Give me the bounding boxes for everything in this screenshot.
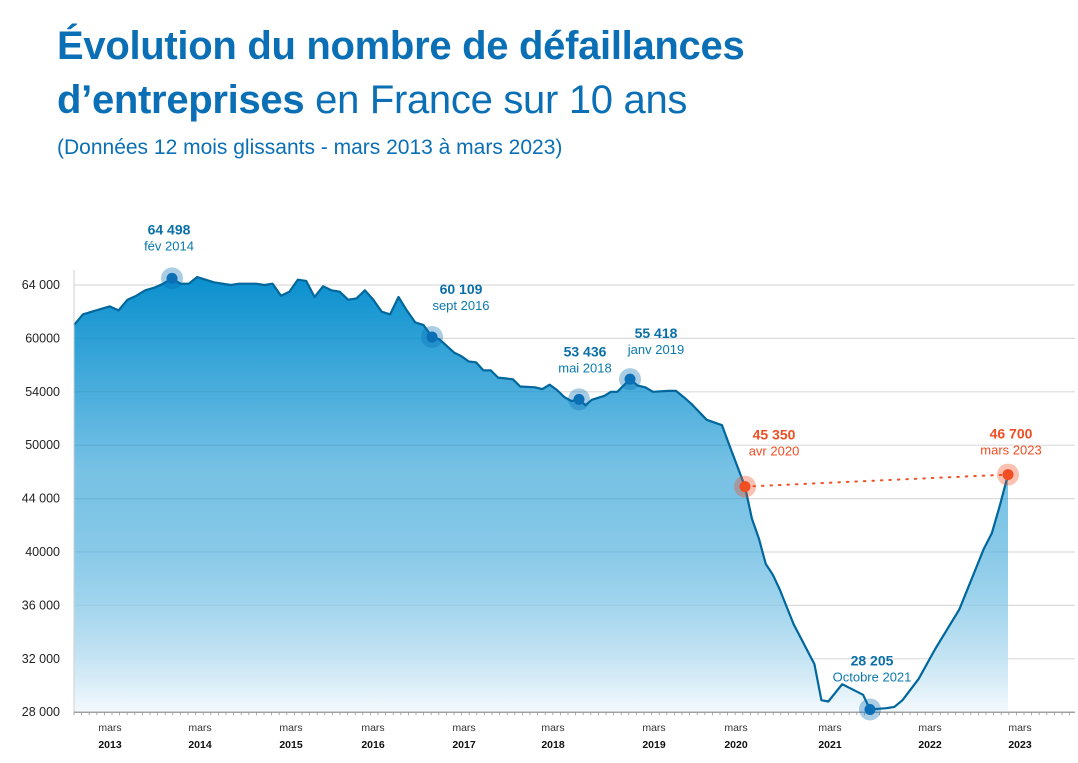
annotation-marker <box>166 272 178 284</box>
x-tick-year: 2015 <box>279 739 303 751</box>
y-tick-label: 36 000 <box>22 598 60 612</box>
y-tick-label: 50000 <box>25 438 60 452</box>
chart-subtitle: (Données 12 mois glissants - mars 2013 à… <box>57 136 563 159</box>
x-tick-month: mars <box>918 722 941 734</box>
series-line <box>73 275 1010 711</box>
y-tick-label: 44 000 <box>22 492 60 506</box>
annotation-value: 53 436 <box>564 343 607 359</box>
x-tick-month: mars <box>452 722 475 734</box>
x-tick-month: mars <box>724 722 747 734</box>
y-tick-label: 54000 <box>25 385 60 399</box>
annotation-value: 45 350 <box>753 427 796 443</box>
y-tick-label: 60000 <box>25 331 60 345</box>
x-tick-month: mars <box>361 722 384 734</box>
x-tick-year: 2022 <box>918 739 942 751</box>
x-tick-year: 2021 <box>818 739 842 751</box>
x-tick-year: 2023 <box>1008 739 1032 751</box>
annotation-value: 28 205 <box>851 652 894 668</box>
annotation-label: Octobre 2021 <box>833 669 912 684</box>
annotation-value: 46 700 <box>990 426 1033 442</box>
x-tick-year: 2019 <box>642 739 666 751</box>
annotation-marker <box>624 373 636 385</box>
x-tick-month: mars <box>818 722 841 734</box>
x-tick-month: mars <box>98 722 121 734</box>
x-tick-month: mars <box>1008 722 1031 734</box>
annotation-value: 64 498 <box>148 221 191 237</box>
x-tick-month: mars <box>279 722 302 734</box>
y-tick-label: 32 000 <box>22 652 60 666</box>
chart-title-line2: d’entreprises en France sur 10 ans <box>57 78 687 123</box>
x-tick-month: mars <box>188 722 211 734</box>
x-tick-year: 2020 <box>724 739 748 751</box>
annotation-marker <box>573 393 585 405</box>
area-fill <box>74 277 1008 713</box>
annotation-marker <box>864 703 876 715</box>
x-tick-year: 2013 <box>98 739 122 751</box>
chart-title-line1: Évolution du nombre de défaillances <box>57 24 745 68</box>
x-tick-year: 2016 <box>361 739 385 751</box>
chart-title-rest: en France sur 10 ans <box>304 78 688 122</box>
comparison-dotted-line <box>744 473 1009 488</box>
x-tick-year: 2014 <box>188 739 212 751</box>
annotation-marker <box>1002 469 1014 481</box>
x-tick-month: mars <box>642 722 665 734</box>
annotation-label: mars 2023 <box>980 443 1041 458</box>
x-tick-year: 2018 <box>541 739 565 751</box>
x-tick-month: mars <box>541 722 564 734</box>
annotation-marker <box>426 331 438 343</box>
annotation-label: sept 2016 <box>432 298 489 313</box>
annotation-value: 60 109 <box>440 281 483 297</box>
annotation-label: janv 2019 <box>627 342 684 357</box>
annotation-label: avr 2020 <box>749 444 800 459</box>
annotation-marker <box>739 481 751 493</box>
y-tick-label: 40000 <box>25 545 60 559</box>
annotation-label: fév 2014 <box>144 238 194 253</box>
annotation-label: mai 2018 <box>558 360 611 375</box>
annotation-value: 55 418 <box>635 325 678 341</box>
y-tick-label: 28 000 <box>22 705 60 719</box>
chart-title-bold: d’entreprises <box>57 78 305 122</box>
y-tick-label: 64 000 <box>22 278 60 292</box>
x-tick-year: 2017 <box>452 739 476 751</box>
